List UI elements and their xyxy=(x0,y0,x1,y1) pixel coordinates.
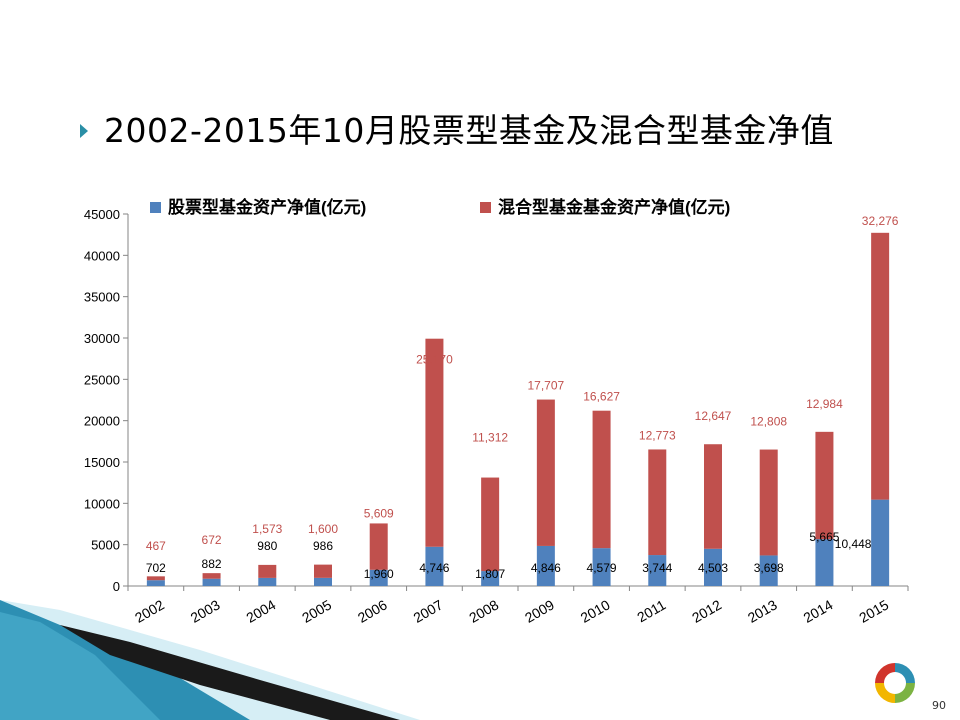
x-tick-label: 2012 xyxy=(689,596,724,626)
x-tick-label: 2006 xyxy=(355,596,390,626)
stock-data-label: 4,579 xyxy=(587,561,617,575)
bar-stock-2002 xyxy=(146,580,165,586)
hybrid-data-label: 12,808 xyxy=(750,415,787,429)
hybrid-data-label: 16,627 xyxy=(583,390,620,404)
hybrid-data-label: 5,609 xyxy=(364,506,394,520)
stock-data-label: 5,665 xyxy=(809,530,839,544)
stacked-bar-chart: 0 5000 10000 15000 20000 25000 30000 35000 40000… xyxy=(84,197,909,626)
bar-stock-2005 xyxy=(314,577,332,586)
bar-stock-2007 xyxy=(425,546,444,586)
x-tick-label: 2009 xyxy=(522,596,557,626)
hybrid-data-label: 25,170 xyxy=(416,353,453,367)
slide-title: 2002-2015年10月股票型基金及混合型基金净值 xyxy=(104,111,834,150)
x-tick-label: 2004 xyxy=(243,596,278,626)
stock-data-label: 1,807 xyxy=(475,567,505,581)
x-tick-label: 2015 xyxy=(856,596,891,626)
y-tick-label: 35000 xyxy=(84,290,120,305)
hybrid-data-label: 12,647 xyxy=(695,409,732,423)
bar-hybrid-2003 xyxy=(202,573,221,579)
x-tick-label: 2013 xyxy=(745,596,780,626)
bar-hybrid-2004 xyxy=(258,564,277,578)
legend-swatch-hybrid xyxy=(480,202,491,213)
stock-data-label: 980 xyxy=(257,539,277,553)
hybrid-data-label: 672 xyxy=(202,533,222,547)
hybrid-data-label: 17,707 xyxy=(528,379,565,393)
bar-stock-2006 xyxy=(369,569,388,586)
x-tick-label: 2011 xyxy=(634,596,668,625)
bar-hybrid-2006 xyxy=(369,523,388,570)
x-tick-label: 2005 xyxy=(299,596,334,626)
page-number: 90 xyxy=(932,699,946,712)
hybrid-data-label: 1,600 xyxy=(308,522,338,536)
bar-hybrid-2012 xyxy=(704,444,722,549)
x-tick-label: 2014 xyxy=(801,596,836,626)
stock-data-label: 4,846 xyxy=(531,561,561,575)
hybrid-data-label: 12,773 xyxy=(639,428,676,442)
stock-data-label: 986 xyxy=(313,539,333,553)
stock-data-label: 702 xyxy=(146,561,166,575)
x-tick-label: 2007 xyxy=(411,596,446,626)
bar-hybrid-2002 xyxy=(146,576,165,581)
stock-data-label: 4,746 xyxy=(419,561,449,575)
bar-stock-2008 xyxy=(481,571,500,586)
bar-stock-2013 xyxy=(759,555,778,586)
x-tick-label: 2003 xyxy=(188,596,223,626)
bar-hybrid-2009 xyxy=(536,399,555,546)
x-tick-label: 2010 xyxy=(578,596,613,626)
legend-label-hybrid: 混合型基金基金资产净值(亿元) xyxy=(498,197,730,217)
y-tick-label: 5000 xyxy=(91,538,120,553)
bar-stock-2011 xyxy=(648,555,667,586)
y-tick-label: 0 xyxy=(113,579,120,594)
stock-data-label: 1,960 xyxy=(364,567,394,581)
bar-stock-2014 xyxy=(815,539,834,586)
hybrid-data-label: 467 xyxy=(146,539,166,553)
bar-hybrid-2011 xyxy=(648,449,667,556)
stock-data-label: 4,503 xyxy=(698,561,728,575)
y-tick-label: 30000 xyxy=(84,331,120,346)
stock-data-label: 3,698 xyxy=(754,561,784,575)
bar-stock-2015 xyxy=(871,499,890,586)
corner-swoosh-accent xyxy=(0,612,160,720)
hybrid-data-label: 12,984 xyxy=(806,397,843,411)
bar-hybrid-2015 xyxy=(871,232,890,500)
stock-data-label: 882 xyxy=(202,557,222,571)
hybrid-data-label: 11,312 xyxy=(472,431,508,445)
bar-hybrid-2013 xyxy=(759,449,778,556)
title-bullet-icon xyxy=(80,124,88,138)
y-tick-label: 40000 xyxy=(84,248,120,263)
bar-hybrid-2008 xyxy=(481,477,500,572)
logo-icon xyxy=(875,663,915,703)
x-tick-label: 2008 xyxy=(466,596,501,626)
bar-hybrid-2007 xyxy=(425,338,444,547)
bar-hybrid-2005 xyxy=(314,564,332,578)
stock-data-label: 10,448 xyxy=(835,537,872,551)
bar-hybrid-2010 xyxy=(592,410,611,549)
bar-stock-2010 xyxy=(592,548,611,586)
legend-label-stock: 股票型基金资产净值(亿元) xyxy=(168,197,366,217)
corner-swoosh-dark xyxy=(60,625,400,720)
bar-hybrid-2014 xyxy=(815,431,834,540)
bar-stock-2012 xyxy=(704,548,722,586)
y-tick-label: 10000 xyxy=(84,496,120,511)
bar-stock-2009 xyxy=(536,545,555,586)
stock-data-label: 3,744 xyxy=(642,561,672,575)
y-tick-label: 45000 xyxy=(84,207,120,222)
bar-stock-2003 xyxy=(202,578,221,586)
hybrid-data-label: 1,573 xyxy=(252,522,282,536)
legend-swatch-stock xyxy=(150,202,161,213)
y-tick-label: 25000 xyxy=(84,372,120,387)
hybrid-data-label: 32,276 xyxy=(862,214,899,228)
bar-stock-2004 xyxy=(258,577,277,586)
x-tick-label: 2002 xyxy=(132,596,167,626)
y-tick-label: 15000 xyxy=(84,455,120,470)
y-tick-label: 20000 xyxy=(84,414,120,429)
